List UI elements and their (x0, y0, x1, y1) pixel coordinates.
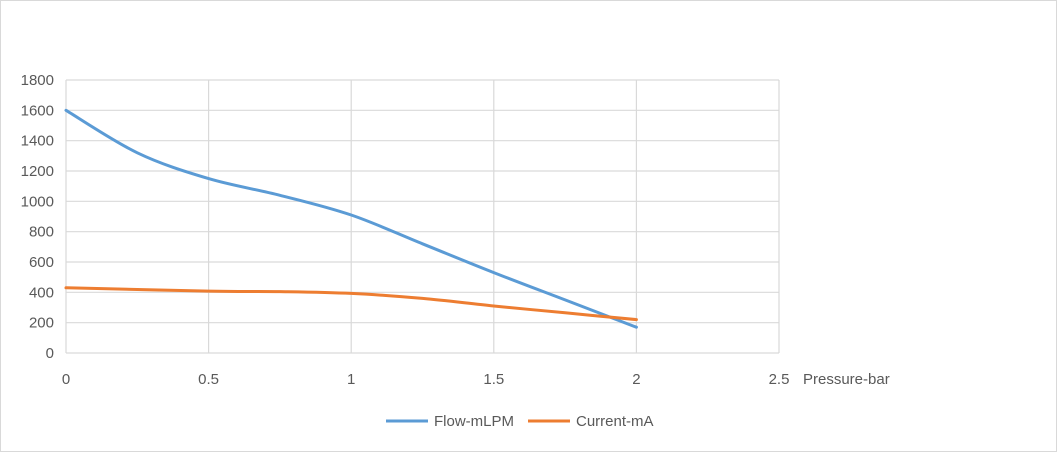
x-tick-label: 1 (347, 371, 355, 388)
x-tick-label: 0 (62, 371, 70, 388)
legend: Flow-mLPM Current-mA (386, 413, 654, 430)
x-axis-label: Pressure-bar (803, 371, 890, 388)
y-axis-tick-labels: 0 200 400 600 800 1000 1200 1400 1600 1800 (21, 72, 54, 362)
y-tick-label: 400 (29, 284, 54, 301)
x-axis-tick-labels: 0 0.5 1 1.5 2 2.5 (62, 371, 790, 388)
x-tick-label: 2.5 (769, 371, 790, 388)
x-tick-label: 2 (632, 371, 640, 388)
y-tick-label: 1400 (21, 133, 54, 150)
y-tick-label: 200 (29, 315, 54, 332)
gridlines (65, 79, 780, 354)
legend-label-current-ma: Current-mA (576, 413, 654, 430)
series-line-flow-mlpm (64, 108, 638, 329)
x-tick-label: 0.5 (198, 371, 219, 388)
y-tick-label: 1200 (21, 163, 54, 180)
y-tick-label: 800 (29, 224, 54, 241)
series-lines (64, 108, 638, 329)
series-line-current-ma (64, 286, 638, 322)
y-tick-label: 600 (29, 254, 54, 271)
x-tick-label: 1.5 (483, 371, 504, 388)
y-tick-label: 1600 (21, 102, 54, 119)
y-tick-label: 1800 (21, 72, 54, 89)
y-tick-label: 1000 (21, 193, 54, 210)
legend-label-flow-mlpm: Flow-mLPM (434, 413, 514, 430)
y-tick-label: 0 (46, 345, 54, 362)
